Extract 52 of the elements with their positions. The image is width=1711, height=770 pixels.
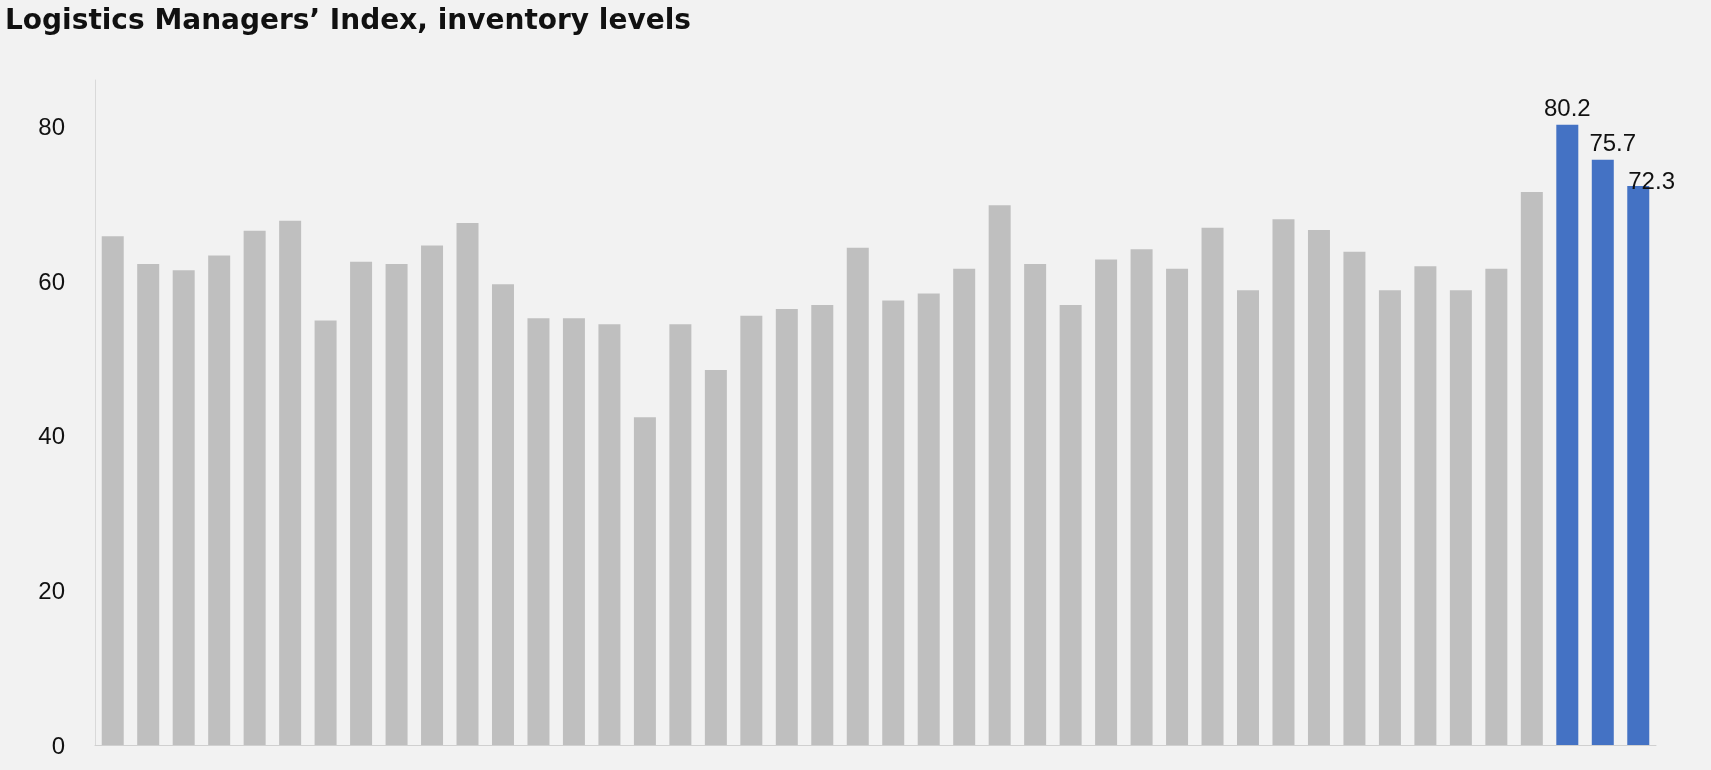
data-label: 75.7 bbox=[1589, 129, 1637, 157]
bar bbox=[882, 300, 905, 745]
bar bbox=[633, 417, 656, 745]
bar bbox=[917, 293, 940, 745]
y-tick-label: 0 bbox=[51, 731, 65, 759]
bar bbox=[846, 247, 869, 745]
bar bbox=[1414, 266, 1437, 745]
bar bbox=[243, 230, 266, 745]
bar bbox=[1449, 290, 1472, 745]
bar bbox=[101, 236, 124, 745]
bar bbox=[421, 245, 444, 745]
bar bbox=[1520, 192, 1543, 745]
bar bbox=[279, 220, 302, 745]
bar bbox=[1272, 219, 1295, 745]
bar bbox=[953, 268, 976, 745]
bar bbox=[669, 324, 692, 745]
bar bbox=[314, 320, 337, 745]
bar bbox=[775, 308, 798, 745]
bar bbox=[1591, 159, 1614, 745]
bar bbox=[208, 255, 231, 745]
bar bbox=[562, 318, 585, 745]
bar bbox=[988, 205, 1011, 745]
bar bbox=[704, 369, 727, 745]
bar bbox=[1556, 124, 1579, 745]
y-tick-label: 40 bbox=[38, 422, 65, 450]
bar bbox=[1095, 259, 1118, 745]
bar bbox=[1024, 264, 1047, 745]
bar bbox=[740, 315, 763, 745]
bar bbox=[527, 318, 550, 745]
y-tick-label: 20 bbox=[38, 576, 65, 604]
y-tick-label: 60 bbox=[38, 267, 65, 295]
data-label: 72.3 bbox=[1628, 167, 1675, 195]
bar bbox=[350, 261, 373, 745]
bar bbox=[1343, 251, 1366, 745]
bar bbox=[1237, 290, 1260, 745]
chart-title: Logistics Managers’ Index, inventory levels bbox=[5, 2, 691, 36]
bar bbox=[491, 284, 514, 745]
bar bbox=[1201, 227, 1224, 745]
bar bbox=[1307, 230, 1330, 745]
bar bbox=[1485, 268, 1508, 745]
bar bbox=[137, 264, 160, 745]
bar bbox=[385, 264, 408, 745]
bar bbox=[1378, 290, 1401, 745]
bar bbox=[456, 223, 479, 745]
bar bbox=[598, 324, 621, 745]
bar bbox=[1059, 305, 1082, 745]
y-tick-label: 80 bbox=[38, 112, 65, 140]
bar bbox=[172, 270, 195, 745]
data-label: 80.2 bbox=[1543, 94, 1591, 122]
bar bbox=[1130, 249, 1153, 745]
bar bbox=[811, 305, 834, 745]
bar bbox=[1166, 268, 1189, 745]
